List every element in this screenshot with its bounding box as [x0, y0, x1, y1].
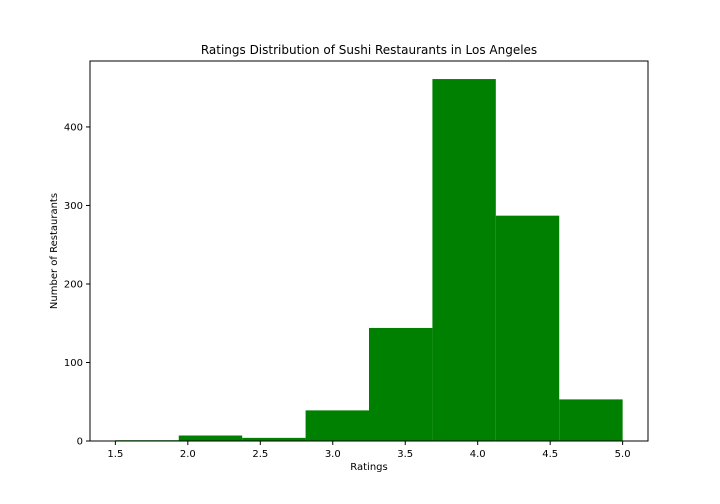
x-tick-label: 3.0 [325, 449, 341, 460]
chart-title: Ratings Distribution of Sushi Restaurant… [201, 43, 537, 57]
x-tick-label: 5.0 [615, 449, 631, 460]
y-axis-title: Number of Restaurants [49, 193, 60, 309]
x-tick-label: 2.0 [180, 449, 196, 460]
y-axis-ticks: 0 100 200 300 400 [64, 122, 90, 448]
y-tick-label: 200 [64, 279, 83, 290]
x-tick-label: 4.0 [470, 449, 486, 460]
x-tick-label: 1.5 [107, 449, 123, 460]
x-axis-ticks: 1.5 2.0 2.5 3.0 3.5 4.0 4.5 5.0 [107, 441, 631, 460]
histogram-bar [242, 437, 306, 441]
x-tick-label: 4.5 [542, 449, 558, 460]
x-axis-title: Ratings [350, 462, 387, 473]
histogram-bar [369, 327, 433, 441]
y-tick-label: 0 [77, 437, 83, 448]
histogram-bar [305, 410, 369, 441]
plot-frame [89, 60, 649, 442]
histogram-bar [559, 399, 623, 441]
y-tick-label: 300 [64, 201, 83, 212]
x-tick-label: 3.5 [397, 449, 413, 460]
x-tick-label: 2.5 [252, 449, 268, 460]
histogram-bar [178, 435, 243, 441]
histogram-bars [115, 79, 623, 441]
y-tick-label: 400 [64, 122, 83, 133]
y-tick-label: 100 [64, 358, 83, 369]
histogram-bar [432, 79, 496, 441]
histogram-bar [495, 215, 560, 441]
